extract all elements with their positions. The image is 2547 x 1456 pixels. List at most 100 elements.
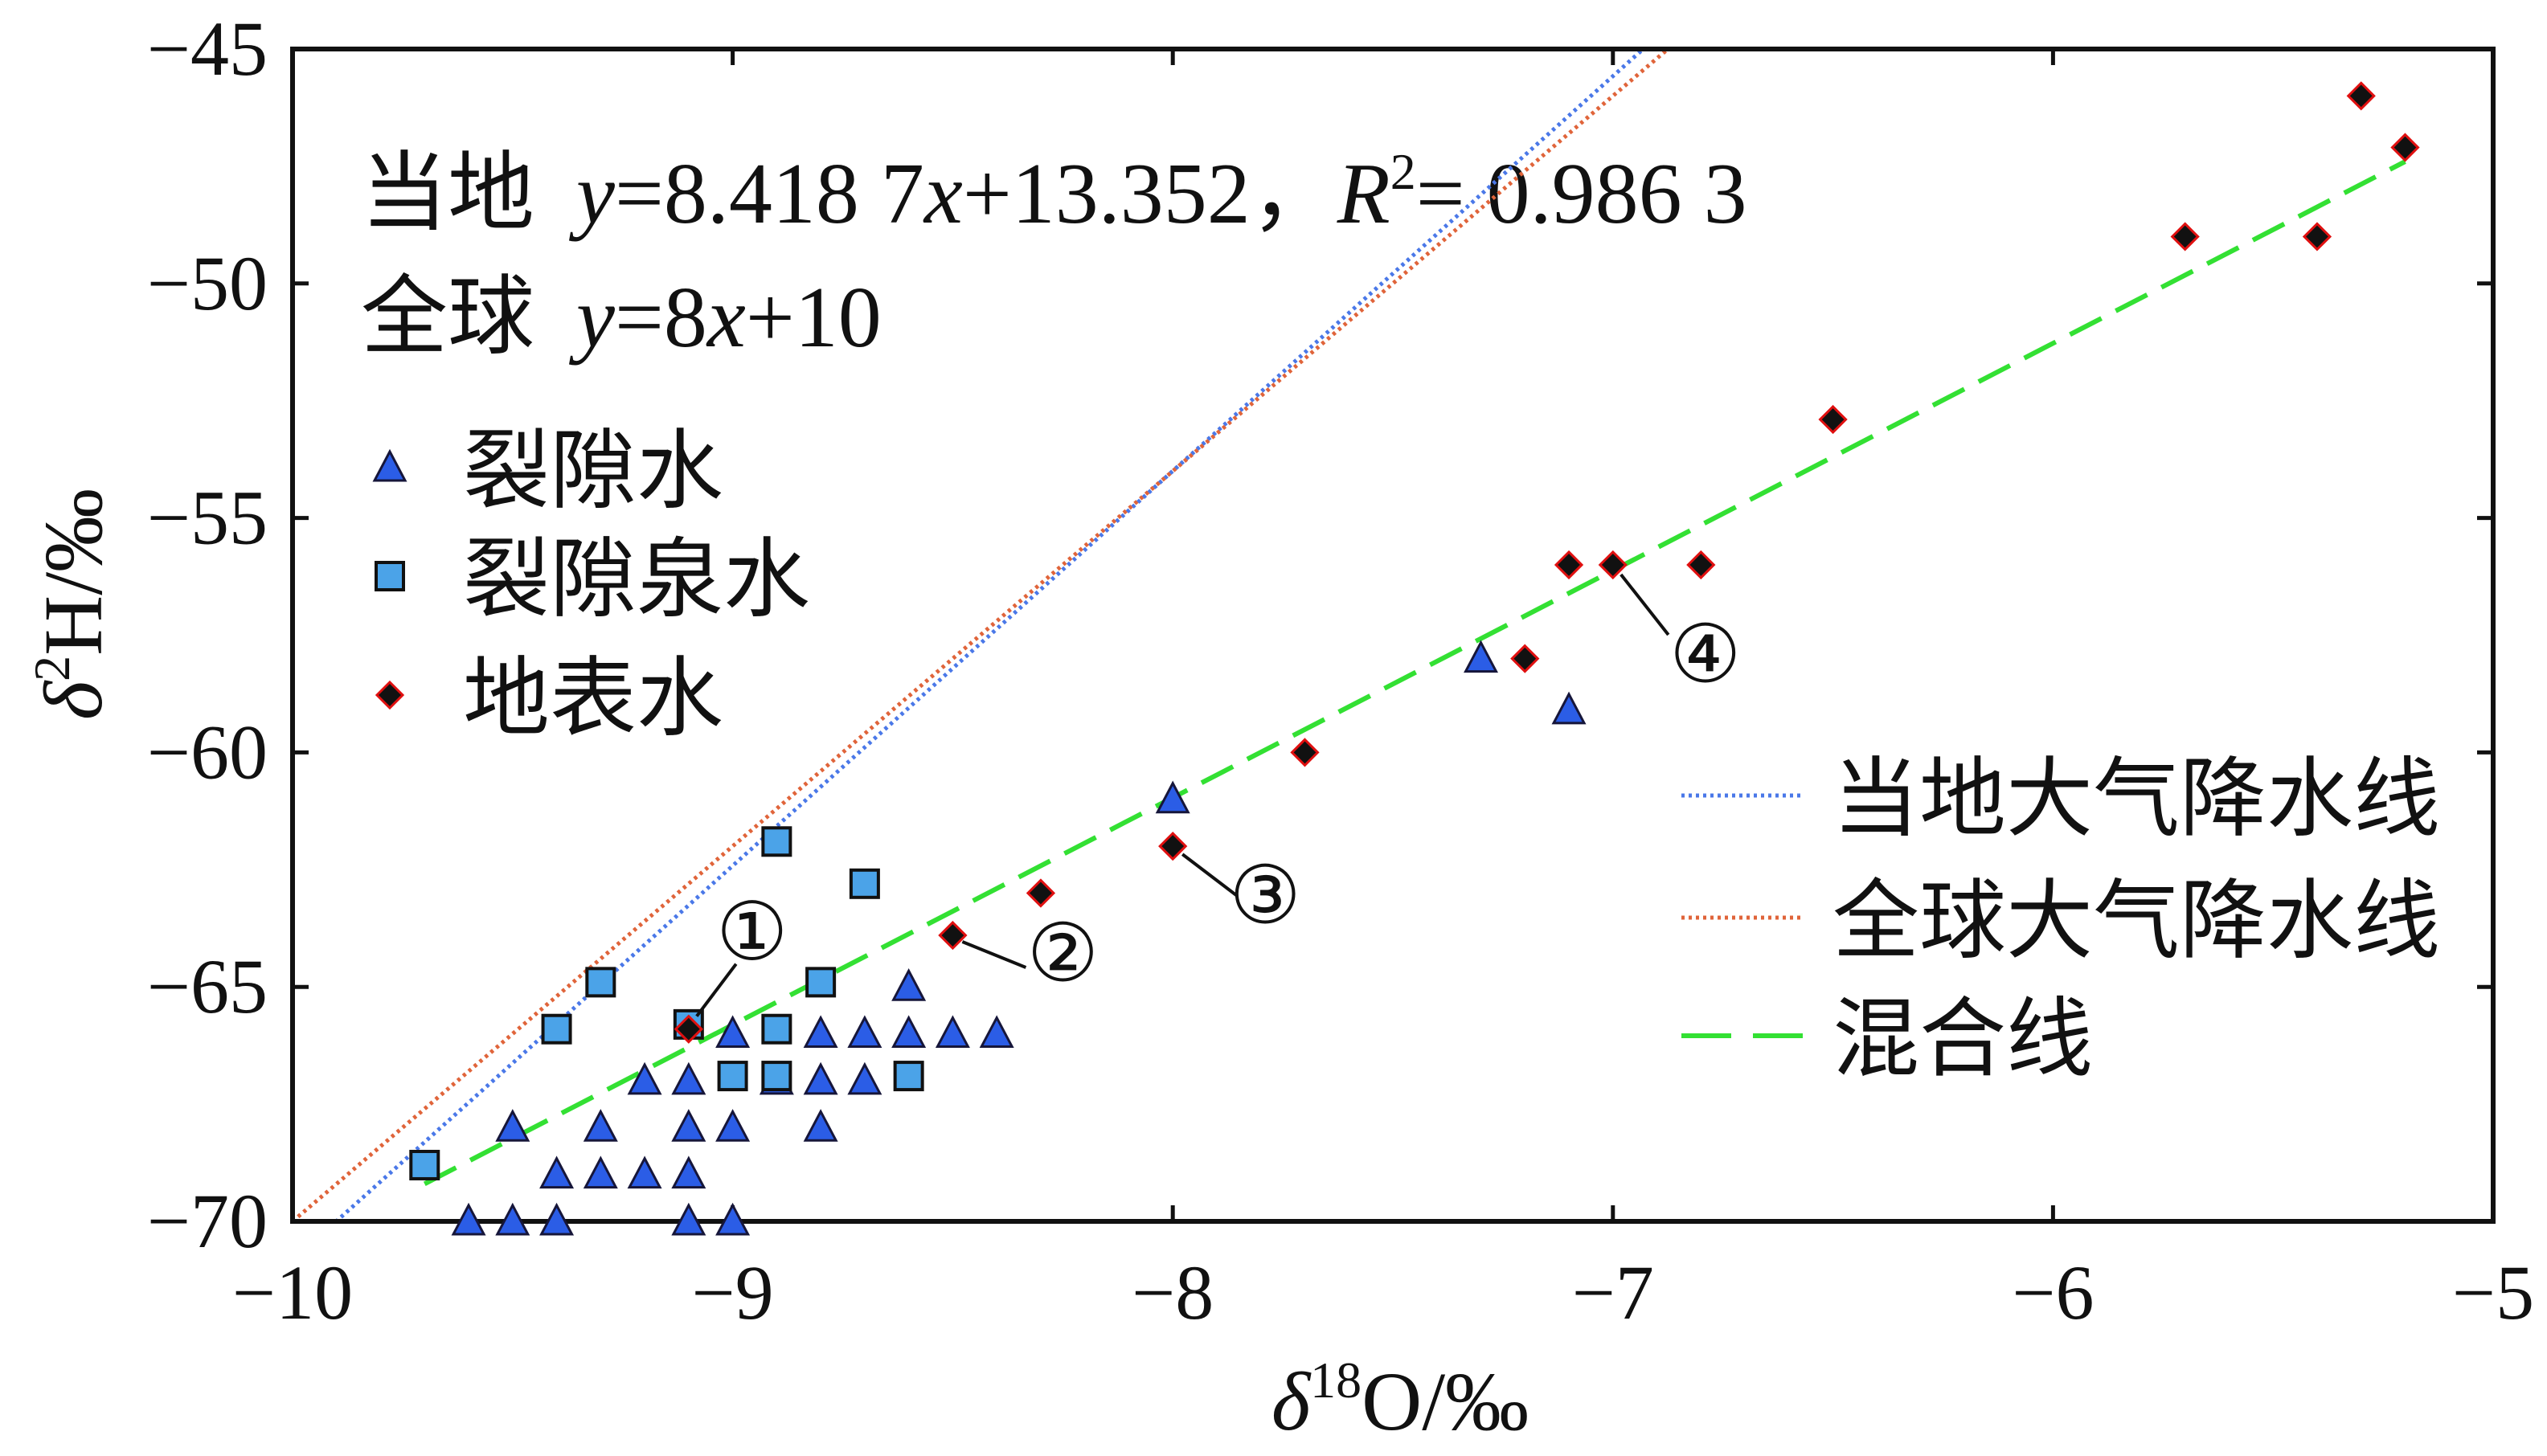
surface-water-point (1554, 550, 1584, 580)
annotation-leader-line (695, 963, 738, 1017)
global-equation: 全球 y=8x+10 (361, 270, 882, 366)
x-axis-title: δ18O/‰ (1271, 1352, 1529, 1448)
equation-term: =8 (615, 270, 707, 366)
point-annotations: ① ② ③ ④ (695, 573, 1742, 1017)
fissure-spring-water-point (761, 1013, 792, 1045)
fissure-water-point (671, 1202, 706, 1236)
fissure-water-point (671, 1061, 706, 1095)
fissure-water-point (583, 1155, 618, 1189)
local-meteoric-water-line (333, 49, 1647, 1221)
local-equation: 当地 y=8.418 7x+13.352，R2= 0.986 3 (361, 143, 1747, 242)
legend-square-icon (375, 561, 405, 591)
legend-label-surface-water: 地表水 (463, 652, 723, 747)
y-tick-label: −50 (147, 240, 268, 326)
x-tick-label: −9 (692, 1249, 774, 1335)
x-axis-title-superscript: 18 (1310, 1352, 1362, 1409)
y-axis-title-delta: δ (27, 680, 120, 720)
y-tick-label: −55 (147, 475, 268, 561)
surface-water-point (1290, 738, 1320, 767)
equation-term: =8.418 7 (615, 146, 924, 242)
equation-superscript: 2 (1390, 143, 1416, 200)
y-axis-title-superscript: 2 (23, 656, 80, 681)
fissure-water-point (891, 967, 927, 1001)
y-tick-label: −45 (147, 6, 268, 92)
annotation-leader-line (1620, 573, 1670, 636)
annotation-label: ② (1027, 906, 1099, 1000)
fissure-water-point (803, 1061, 838, 1095)
legend-label-local-meteoric-water-line: 当地大气降水线 (1832, 752, 2440, 848)
local-equation-label: 当地 (361, 146, 534, 242)
fissure-spring-water-point (717, 1061, 748, 1092)
fissure-water-point (627, 1155, 662, 1189)
fissure-water-point (715, 1202, 751, 1236)
y-axis-title: δ2H/‰ (23, 489, 120, 720)
fissure-spring-water-point (409, 1149, 440, 1180)
y-axis-title-text: H/‰ (27, 489, 120, 656)
x-tick-label: −10 (232, 1249, 353, 1335)
x-tick-label: −6 (2012, 1249, 2094, 1335)
global-equation-label: 全球 (361, 270, 534, 366)
fissure-water-point (627, 1061, 662, 1095)
fissure-water-point (847, 1061, 882, 1095)
equation-var-x: x (923, 146, 963, 242)
fissure-spring-water-point (585, 967, 616, 998)
fissure-water-point (847, 1015, 882, 1049)
fissure-water-point (671, 1109, 706, 1142)
x-axis-title-text: O/‰ (1362, 1356, 1529, 1448)
equation-term: +10 (746, 270, 882, 366)
annotation-leader-line (1181, 853, 1238, 897)
y-tick-label: −65 (147, 943, 268, 1029)
surface-water-point (2302, 222, 2332, 252)
data-points (409, 81, 2420, 1236)
equation-block: 当地 y=8.418 7x+13.352，R2= 0.986 3 全球 y=8x+1… (361, 143, 1747, 366)
fissure-water-point (671, 1155, 706, 1189)
equation-r-squared-value: = 0.986 3 (1416, 146, 1747, 242)
fissure-spring-water-point (805, 967, 837, 998)
surface-water-point (2390, 133, 2420, 162)
fissure-spring-water-point (761, 1061, 792, 1092)
fissure-water-point (715, 1015, 751, 1049)
fissure-spring-water-point (541, 1013, 572, 1045)
surface-water-point (2170, 222, 2200, 252)
fissure-spring-water-point (849, 868, 880, 899)
fissure-water-point (1464, 640, 1499, 673)
fissure-water-point (935, 1015, 970, 1049)
mixing-line (423, 159, 2406, 1186)
fissure-water-point (451, 1202, 486, 1236)
fissure-water-point (891, 1015, 927, 1049)
trend-lines (293, 49, 2406, 1221)
equation-var-y: y (568, 146, 615, 242)
x-tick-label: −7 (1572, 1249, 1654, 1335)
fissure-water-point (495, 1202, 530, 1236)
surface-water-point (1686, 550, 1716, 580)
surface-water-point (1158, 831, 1188, 861)
annotation-label: ④ (1669, 607, 1742, 701)
annotation-label: ③ (1229, 849, 1301, 943)
legend-points: 裂隙水 裂隙泉水 地表水 (372, 424, 810, 747)
legend-diamond-icon (375, 680, 405, 710)
surface-water-point (1598, 550, 1628, 580)
legend-label-fissure-spring-water: 裂隙泉水 (463, 533, 810, 628)
x-tick-label: −8 (1132, 1249, 1214, 1335)
equation-var-y: y (568, 270, 615, 366)
tick-labels: −10 −9 −8 −7 −6 −5 −45 −50 −55 −60 −65 −70 (147, 6, 2534, 1335)
surface-water-point (1510, 644, 1540, 673)
equation-var-r: R (1337, 146, 1390, 242)
x-axis-title-delta: δ (1271, 1356, 1312, 1448)
annotation-label: ① (716, 885, 788, 979)
fissure-water-point (1551, 691, 1587, 725)
surface-water-point (2346, 81, 2376, 111)
equation-var-x: x (706, 270, 746, 366)
y-tick-label: −70 (147, 1178, 268, 1264)
surface-water-point (1026, 878, 1056, 908)
legend-label-fissure-water: 裂隙水 (463, 424, 723, 520)
fissure-water-point (803, 1015, 838, 1049)
surface-water-point (938, 920, 968, 951)
legend-label-global-meteoric-water-line: 全球大气降水线 (1832, 874, 2440, 970)
surface-water-point (1818, 404, 1848, 435)
fissure-water-point (495, 1109, 530, 1142)
plot-frame (290, 47, 2496, 1224)
fissure-water-point (583, 1109, 618, 1142)
